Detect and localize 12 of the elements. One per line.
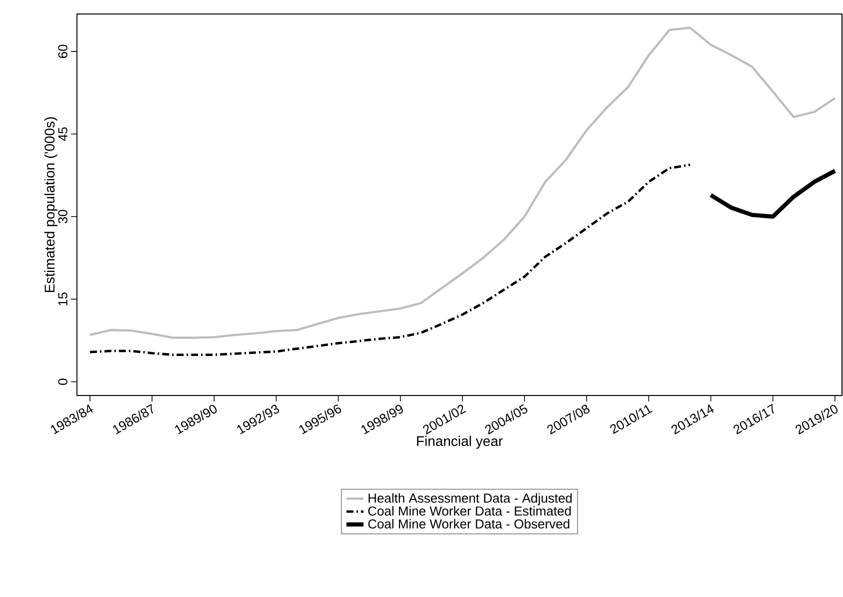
legend-label: Coal Mine Worker Data - Estimated bbox=[368, 506, 571, 516]
y-tick-label: 30 bbox=[58, 210, 68, 224]
y-tick-label: 0 bbox=[58, 378, 68, 385]
y-tick-label: 60 bbox=[58, 44, 68, 58]
legend-label: Health Assessment Data - Adjusted bbox=[368, 493, 572, 506]
y-tick-label: 15 bbox=[58, 292, 68, 306]
legend-label: Coal Mine Worker Data - Observed bbox=[368, 518, 570, 528]
y-tick-label: 45 bbox=[58, 127, 68, 141]
y-axis-title: Estimated population ('000s) bbox=[44, 117, 58, 292]
x-axis-title: Financial year bbox=[417, 436, 503, 449]
line-series bbox=[88, 26, 836, 339]
line-series bbox=[708, 168, 838, 219]
